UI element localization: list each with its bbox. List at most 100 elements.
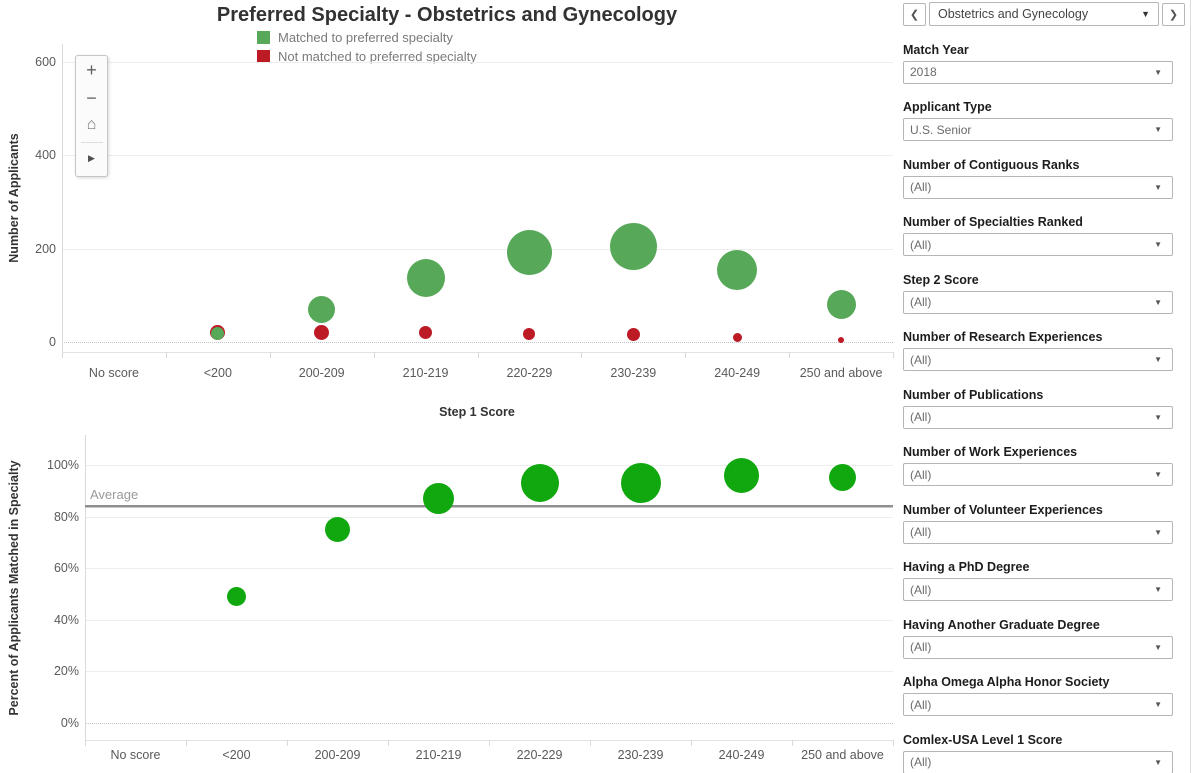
filter-dropdown[interactable]: (All) ▼ [903,578,1173,601]
x-tick-label: <200 [222,748,251,762]
filter-label: Having Another Graduate Degree [903,617,1100,632]
filter-dropdown[interactable]: (All) ▼ [903,348,1173,371]
matched-percent-bubble[interactable] [423,483,454,515]
not-matched-bubble[interactable] [838,337,845,344]
filter-having-another-graduate-degree: Having Another Graduate Degree (All) ▼ [903,618,1173,659]
gridline [85,619,893,621]
not-matched-bubble[interactable] [523,328,536,341]
filter-dropdown-value: U.S. Senior [910,122,972,137]
x-axis-title-step1-score: Step 1 Score [439,405,515,419]
filter-dropdown[interactable]: (All) ▼ [903,175,1173,199]
play-icon: ▶ [88,153,95,163]
filter-dropdown[interactable]: (All) ▼ [903,693,1173,716]
matched-percent-bubble[interactable] [325,517,350,542]
gridline [85,671,893,673]
not-matched-bubble[interactable] [314,324,330,340]
category-tick [691,740,692,746]
filter-match-year: Match Year 2018 ▼ [903,43,1173,84]
not-matched-bubble[interactable] [732,333,742,343]
specialty-dropdown[interactable]: Obstetrics and Gynecology ▼ [929,2,1159,26]
chevron-down-icon: ▼ [1154,757,1162,767]
matched-bubble[interactable] [308,295,336,323]
page-title: Preferred Specialty - Obstetrics and Gyn… [216,4,678,26]
filter-label: Having a PhD Degree [903,560,1030,574]
y-axis-title-percent-matched: Percent of Applicants Matched in Special… [7,460,21,716]
chevron-down-icon: ▼ [1154,125,1162,134]
x-tick-label: 250 and above [801,748,884,762]
zoom-in-button[interactable]: + [76,60,107,80]
category-tick [792,740,793,746]
toolbar-divider [80,142,103,143]
y-axis-title-applicants: Number of Applicants [7,133,21,263]
legend-label-not-matched: Not matched to preferred specialty [278,49,477,64]
x-tick-label: 210-219 [415,748,462,762]
category-tick [893,740,894,746]
play-button[interactable]: ▶ [76,148,107,168]
category-tick [373,352,375,358]
matched-bubble[interactable] [717,250,758,291]
matched-bubble[interactable] [506,229,552,275]
chevron-down-icon: ▼ [1154,412,1162,422]
category-tick [388,740,389,746]
matched-bubble[interactable] [609,222,657,270]
y-tick-label: 0 [49,335,56,349]
filter-label: Alpha Omega Alpha Honor Society [903,675,1110,689]
matched-percent-bubble[interactable] [724,457,759,493]
filter-dropdown[interactable]: (All) ▼ [903,635,1173,659]
y-tick-label: 20% [53,664,79,679]
filter-step-2-score: Step 2 Score (All) ▼ [903,273,1173,314]
filter-dropdown[interactable]: (All) ▼ [903,750,1173,773]
not-matched-color-swatch [257,50,270,63]
x-tick-label: 230-239 [610,366,657,380]
legend-item-not-matched[interactable]: Not matched to preferred specialty [257,49,477,64]
y-axis-line [62,44,63,352]
matched-bubble[interactable] [406,259,445,298]
prev-specialty-button[interactable]: ❮ [903,2,926,26]
x-tick-label: 240-249 [718,748,765,762]
filter-number-of-research-experiences: Number of Research Experiences (All) ▼ [903,330,1173,371]
filter-having-a-phd-degree: Having a PhD Degree (All) ▼ [903,560,1173,601]
average-reference-line [85,505,893,509]
matched-percent-bubble[interactable] [520,464,559,503]
filter-number-of-volunteer-experiences: Number of Volunteer Experiences (All) ▼ [903,503,1173,544]
gridline [85,516,893,518]
filter-dropdown[interactable]: (All) ▼ [903,405,1173,429]
chevron-down-icon: ▼ [1154,585,1162,594]
filter-dropdown-value: (All) [910,180,932,194]
filter-dropdown[interactable]: (All) ▼ [903,290,1173,314]
x-tick-label: No score [88,366,139,380]
filter-number-of-specialties-ranked: Number of Specialties Ranked (All) ▼ [903,215,1173,256]
filter-dropdown[interactable]: (All) ▼ [903,463,1173,486]
chevron-down-icon: ▼ [1154,240,1162,249]
not-matched-bubble[interactable] [419,326,433,340]
category-tick [789,352,791,358]
zoom-out-button[interactable]: − [76,88,107,108]
matched-percent-bubble[interactable] [620,463,661,504]
chevron-down-icon: ▼ [1154,297,1162,307]
filter-dropdown[interactable]: (All) ▼ [903,520,1173,544]
matched-bubble[interactable] [826,290,856,320]
filter-label: Comlex-USA Level 1 Score [903,732,1063,747]
next-specialty-button[interactable]: ❯ [1162,2,1185,26]
not-matched-bubble[interactable] [626,328,640,342]
x-tick-label: <200 [203,366,232,380]
chevron-down-icon: ▼ [1154,355,1162,364]
matched-percent-bubble[interactable] [829,464,856,492]
category-tick [893,352,894,358]
y-tick-label: 200 [35,241,56,256]
filter-dropdown-value: (All) [910,525,932,539]
category-tick [489,740,490,746]
x-tick-label: 230-239 [617,748,664,762]
filter-dropdown[interactable]: U.S. Senior ▼ [903,118,1173,141]
filter-sidebar: ❮ Obstetrics and Gynecology ▼ ❯ Match Ye… [903,2,1185,773]
legend-item-matched[interactable]: Matched to preferred specialty [257,30,477,45]
filter-number-of-contiguous-ranks: Number of Contiguous Ranks (All) ▼ [903,158,1173,199]
gridline [62,342,893,343]
filters-list: Match Year 2018 ▼ Applicant Type U.S. Senior… [903,43,1173,773]
x-tick-label: 250 and above [799,366,883,380]
matched-bubble[interactable] [211,327,225,341]
matched-percent-bubble[interactable] [227,587,246,607]
filter-dropdown[interactable]: 2018 ▼ [903,60,1173,84]
filter-dropdown[interactable]: (All) ▼ [903,233,1173,256]
home-button[interactable]: ⌂ [76,115,107,135]
